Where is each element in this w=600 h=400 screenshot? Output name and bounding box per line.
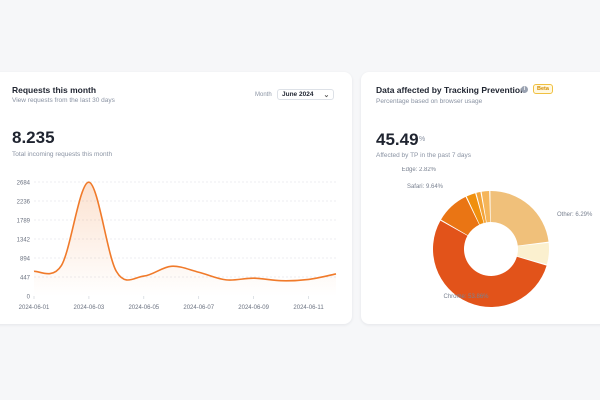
chevron-down-icon: ⌄ (323, 91, 330, 99)
beta-badge: Beta (533, 84, 553, 94)
donut-label-edge: Edge: 2.82% (402, 167, 437, 173)
y-tick-label: 1342 (17, 238, 31, 244)
requests-total-caption: Total incoming requests this month (12, 151, 113, 158)
y-tick-label: 447 (20, 276, 31, 282)
y-tick-label: 0 (27, 295, 31, 301)
info-icon[interactable]: i (521, 86, 528, 93)
month-select-value: June 2024 (282, 91, 314, 98)
y-tick-label: 1789 (17, 219, 31, 225)
x-tick-label: 2024-06-05 (128, 305, 159, 311)
requests-subtitle: View requests from the last 30 days (12, 97, 115, 104)
month-select[interactable]: June 2024 ⌄ (277, 89, 335, 100)
requests-total: 8.235 (12, 128, 55, 147)
requests-card: Requests this month View requests from t… (0, 72, 352, 324)
x-tick-label: 2024-06-09 (238, 305, 269, 311)
donut-label-chrome: Chrome: 53.86% (443, 294, 489, 300)
requests-line-chart: 0 447 894 1342 1789 2236 2684 2024-06-01 2024-06… (17, 181, 337, 311)
tracking-value: 45.49 (376, 130, 419, 149)
tracking-card: Data affected by Tracking Prevention i B… (361, 72, 600, 324)
y-tick-label: 2236 (17, 200, 31, 206)
donut-slice-safari (441, 196, 480, 236)
x-tick-label: 2024-06-01 (19, 305, 50, 311)
y-tick-label: 2684 (17, 181, 31, 187)
requests-title: Requests this month (12, 85, 97, 95)
x-tick-label: 2024-06-11 (293, 305, 324, 311)
tracking-title: Data affected by Tracking Prevention (376, 85, 526, 95)
donut-slice-edge (466, 193, 484, 225)
donut-slice-other (517, 242, 549, 265)
x-tick-label: 2024-06-07 (183, 305, 214, 311)
x-tick-label: 2024-06-03 (74, 305, 105, 311)
y-tick-label: 894 (20, 257, 31, 263)
month-label: Month (255, 92, 272, 98)
donut-slice-socials (490, 191, 549, 246)
tracking-unit: % (419, 136, 426, 143)
requests-line (33, 181, 337, 282)
tracking-donut-chart: Chrome: 53.86%Safari: 9.64%Edge: 2.82%Fi… (402, 167, 593, 307)
tracking-caption: Affected by TP in the past 7 days (376, 152, 472, 159)
donut-label-other: Other: 6.29% (557, 212, 593, 218)
tracking-subtitle: Percentage based on browser usage (376, 98, 483, 105)
donut-slice-firefox (476, 191, 487, 223)
requests-area (34, 182, 336, 296)
donut-slice-chrome (433, 220, 547, 307)
donut-slice-opera (481, 191, 491, 223)
donut-label-safari: Safari: 9.64% (407, 184, 444, 190)
